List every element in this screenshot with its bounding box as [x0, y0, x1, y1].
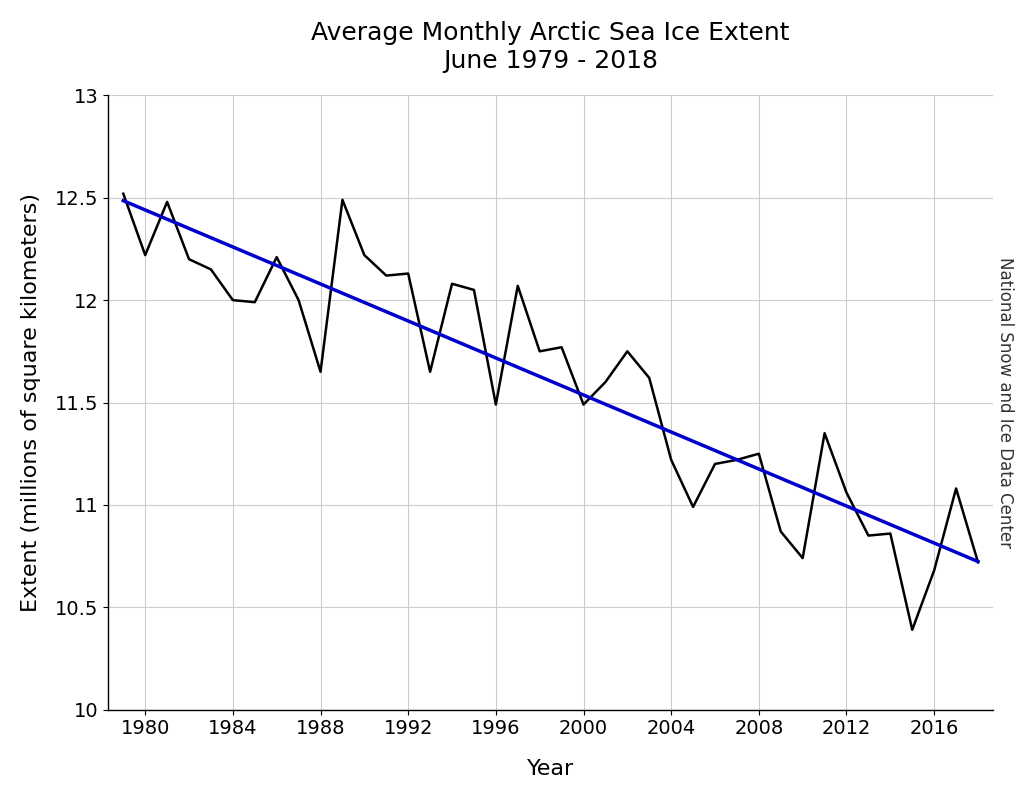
- X-axis label: Year: Year: [527, 759, 574, 779]
- Title: Average Monthly Arctic Sea Ice Extent
June 1979 - 2018: Average Monthly Arctic Sea Ice Extent Ju…: [312, 21, 790, 73]
- Y-axis label: Extent (millions of square kilometers): Extent (millions of square kilometers): [21, 193, 40, 612]
- Y-axis label: National Snow and Ice Data Center: National Snow and Ice Data Center: [996, 257, 1014, 548]
